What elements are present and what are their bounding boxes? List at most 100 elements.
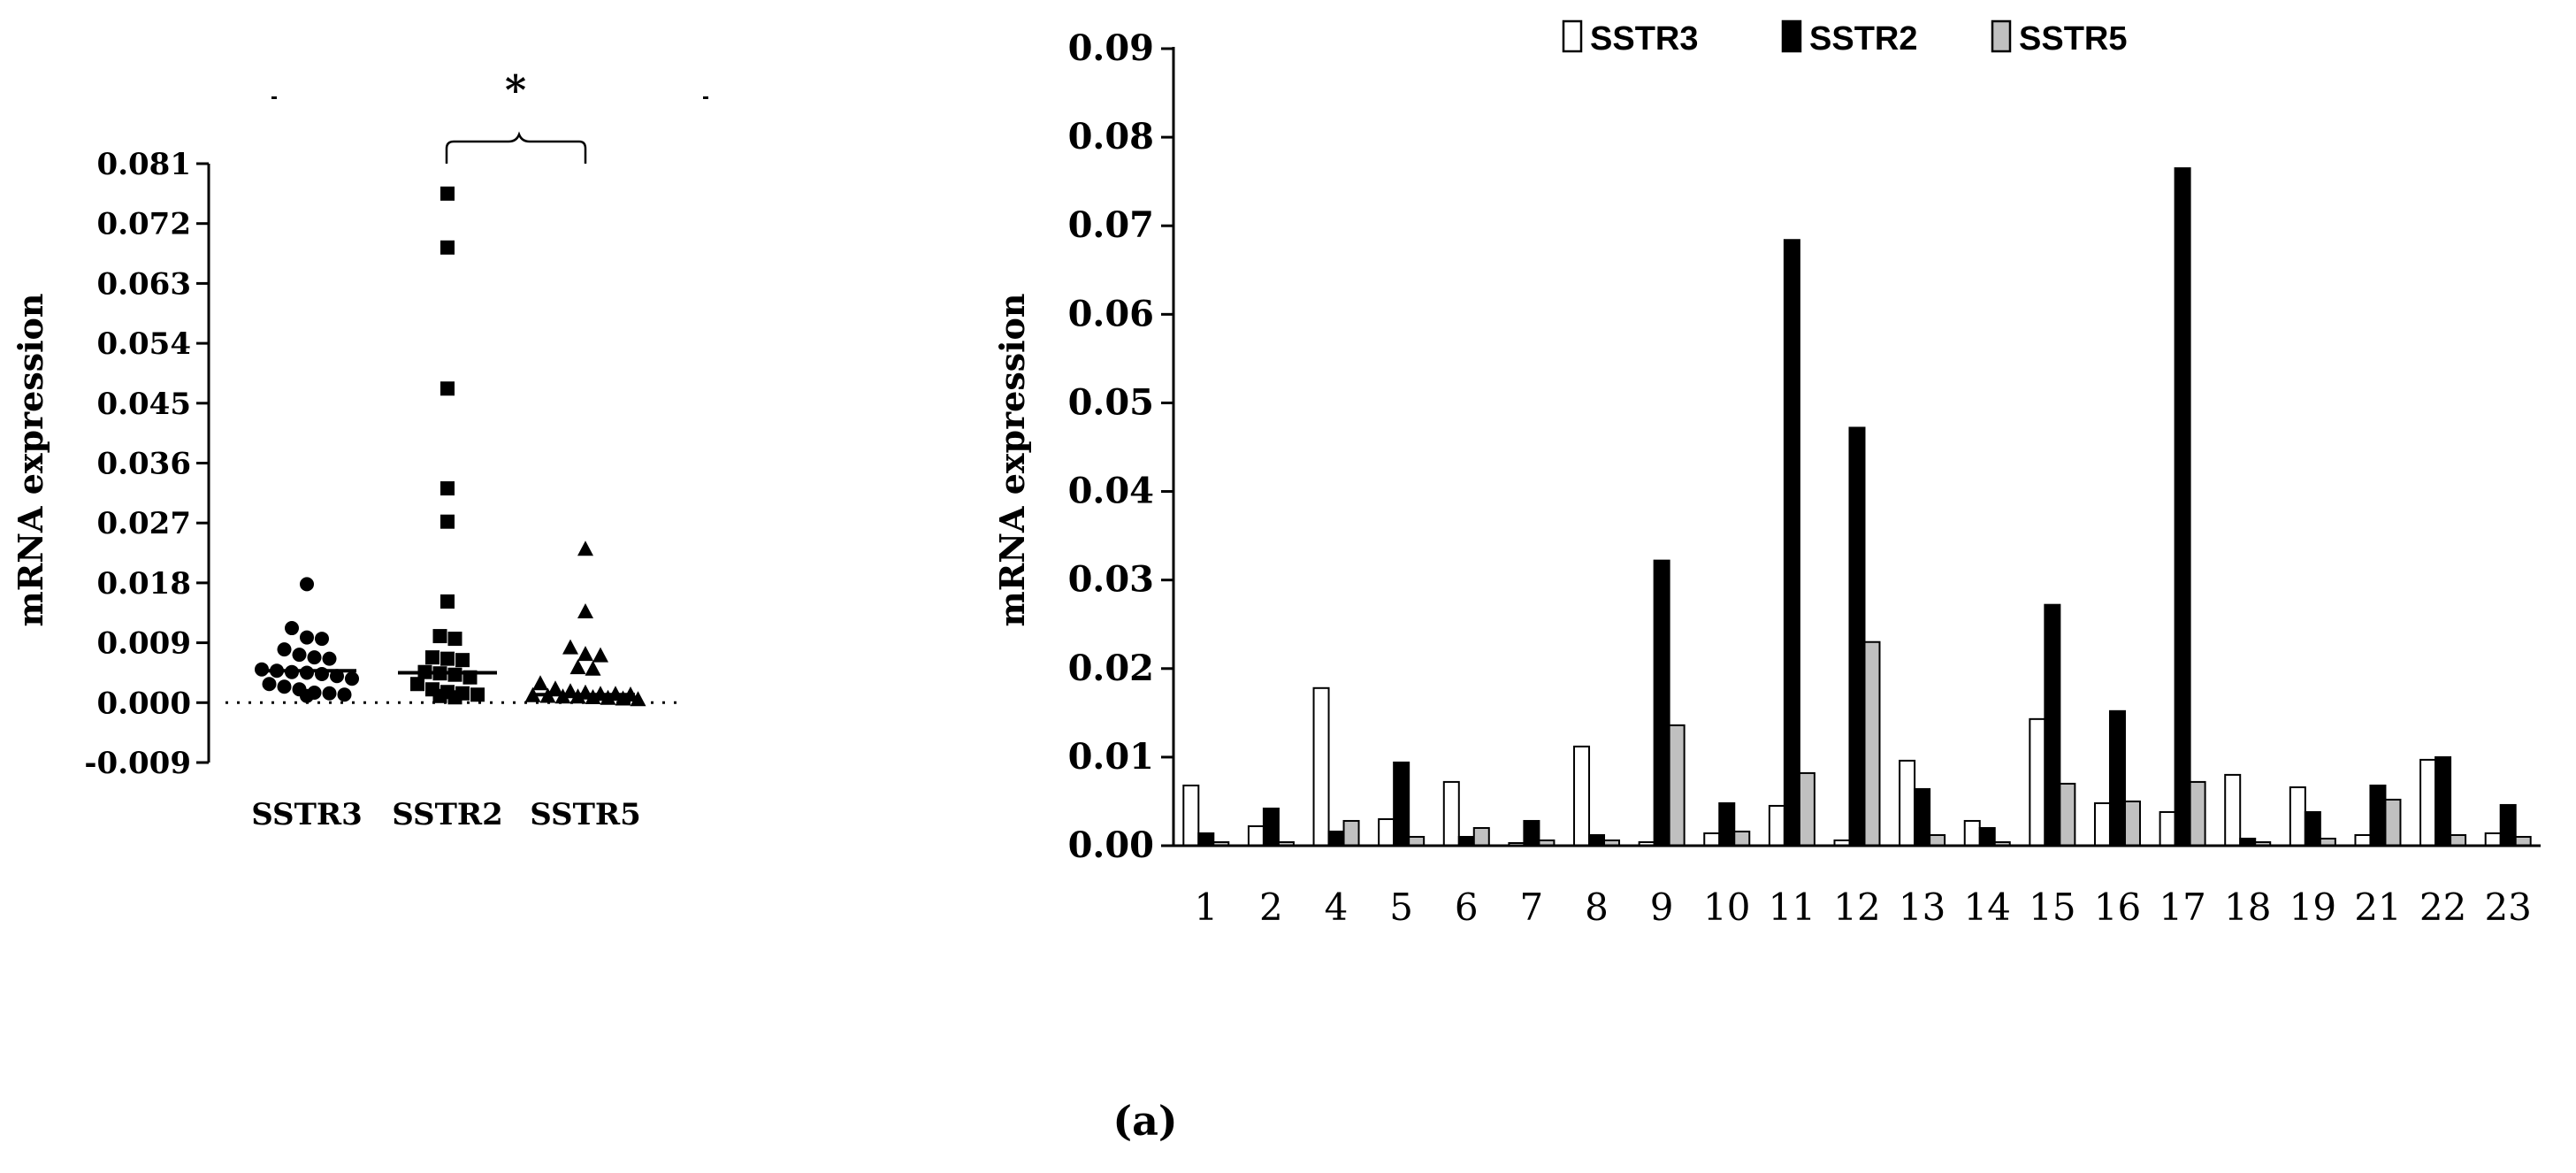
left-y-tick-label: 0.027 [97, 506, 191, 541]
point-sstr5 [630, 691, 646, 707]
left-y-tick-label: 0.000 [97, 686, 191, 721]
left-y-axis-label: mRNA expression [11, 293, 50, 626]
bar-sstr5 [2450, 833, 2467, 847]
bar-sstr5 [2059, 782, 2076, 847]
bar-sstr2 [2174, 167, 2191, 847]
bar-sstr2 [1327, 830, 1345, 847]
left-x-ticks: SSTR3 SSTR2 SSTR5 [251, 797, 641, 832]
point-sstr3 [330, 669, 344, 684]
right-y-ticks: 0.00 0.01 0.02 0.03 0.04 0.05 0.06 0.07 0.08 0.09 [1068, 27, 1173, 866]
point-sstr3 [262, 677, 277, 692]
bar-sstr3 [1312, 686, 1330, 847]
right-x-tick-label: 9 [1650, 886, 1674, 929]
bar-sstr2 [2108, 709, 2126, 847]
bar-sstr5 [1342, 819, 1360, 847]
right-y-tick-label: 0.01 [1068, 736, 1154, 778]
bar-sstr5 [1798, 771, 1815, 847]
right-x-tick-label: 15 [2029, 886, 2075, 929]
right-y-tick-label: 0.09 [1068, 27, 1154, 69]
bar-sstr2 [1262, 807, 1280, 847]
left-y-tick-label: -0.009 [84, 746, 191, 781]
bar-sstr2 [1393, 761, 1410, 847]
legend-label: SSTR5 [2019, 20, 2127, 58]
point-sstr2 [410, 677, 424, 692]
right-x-tick-label: 17 [2159, 886, 2205, 929]
point-sstr3 [300, 577, 314, 592]
point-sstr2 [470, 687, 485, 702]
point-sstr2 [425, 650, 440, 665]
decorative-tick-left [271, 96, 277, 99]
right-y-tick-label: 0.08 [1068, 116, 1154, 157]
point-sstr3 [322, 651, 337, 666]
legend-sstr3: SSTR3 [1562, 19, 1698, 58]
bar-sstr3 [2029, 717, 2046, 847]
right-x-tick-label: 13 [1899, 886, 1945, 929]
right-x-tick-label: 7 [1520, 886, 1544, 929]
left-medians [257, 669, 635, 697]
right-y-tick-label: 0.06 [1068, 293, 1154, 334]
panel-label: (a) [1112, 1097, 1177, 1145]
point-sstr2 [440, 514, 455, 529]
bar-sstr2 [1457, 835, 1475, 847]
bar-sstr2 [1718, 801, 1736, 847]
bar-sstr2 [1197, 832, 1215, 847]
right-bars [1182, 167, 2532, 847]
bar-sstr2 [1848, 426, 1866, 847]
bar-sstr3 [2289, 786, 2306, 847]
bar-sstr5 [1408, 835, 1426, 847]
right-x-tick-label: 14 [1964, 886, 2011, 929]
bar-sstr3 [1247, 824, 1265, 847]
bar-sstr3 [1182, 784, 1200, 847]
point-sstr5 [600, 689, 616, 705]
right-y-axis-label: mRNA expression [992, 293, 1032, 626]
decorative-tick-right [703, 96, 708, 99]
bar-sstr5 [1733, 830, 1751, 847]
bar-sstr2 [1978, 826, 1996, 847]
right-y-tick-label: 0.03 [1068, 559, 1154, 601]
bracket-line [445, 131, 587, 164]
point-sstr5 [577, 602, 593, 618]
point-sstr2 [447, 690, 462, 705]
bar-sstr3 [1768, 804, 1785, 847]
point-sstr3 [300, 688, 314, 703]
bar-sstr5 [1863, 640, 1881, 847]
legend-swatch [1562, 19, 1583, 53]
right-x-tick-label: 19 [2289, 886, 2336, 929]
bar-sstr2 [1914, 787, 1931, 847]
point-sstr3 [292, 648, 307, 663]
left-y-tick-label: 0.036 [97, 447, 191, 482]
bar-sstr2 [2304, 810, 2321, 847]
right-x-tick-label: 18 [2224, 886, 2271, 929]
right-y-tick-label: 0.07 [1068, 204, 1154, 246]
bar-sstr5 [2384, 798, 2402, 847]
right-x-tick-label: 1 [1194, 886, 1218, 929]
bar-sstr3 [1378, 817, 1395, 847]
left-y-tick-label: 0.063 [97, 266, 191, 302]
bar-sstr2 [2369, 784, 2387, 847]
legend: SSTR3 SSTR2 SSTR5 [1562, 19, 2127, 58]
point-sstr5 [562, 639, 578, 655]
left-x-tick-label: SSTR3 [251, 797, 363, 832]
right-x-ticks: 1 2 4 5 6 7 8 9 10 11 12 13 14 15 16 17 18 19 21 22 23 [1194, 886, 2531, 929]
bar-sstr3 [2484, 832, 2502, 847]
point-sstr3 [277, 642, 292, 657]
significance-bracket: * [271, 66, 708, 164]
bar-sstr3 [2419, 758, 2437, 847]
right-x-tick-label: 23 [2484, 886, 2531, 929]
right-x-tick-label: 10 [1703, 886, 1750, 929]
left-y-tick-label: 0.081 [97, 147, 191, 182]
bar-sstr5 [1668, 724, 1685, 847]
bar-sstr3 [2354, 833, 2372, 847]
point-sstr3 [300, 665, 314, 680]
right-x-tick-label: 16 [2094, 886, 2141, 929]
point-sstr5 [569, 659, 586, 675]
left-y-tick-label: 0.045 [97, 387, 191, 422]
bar-sstr2 [1783, 239, 1800, 847]
point-sstr2 [455, 653, 470, 668]
right-x-tick-label: 6 [1455, 886, 1479, 929]
scatter-panel: mRNA expression -0.009 0.000 0.009 0.018 0.0… [11, 66, 708, 832]
legend-swatch [1991, 19, 2012, 53]
bar-sstr3 [1963, 819, 1981, 847]
left-y-tick-label: 0.018 [97, 566, 191, 602]
